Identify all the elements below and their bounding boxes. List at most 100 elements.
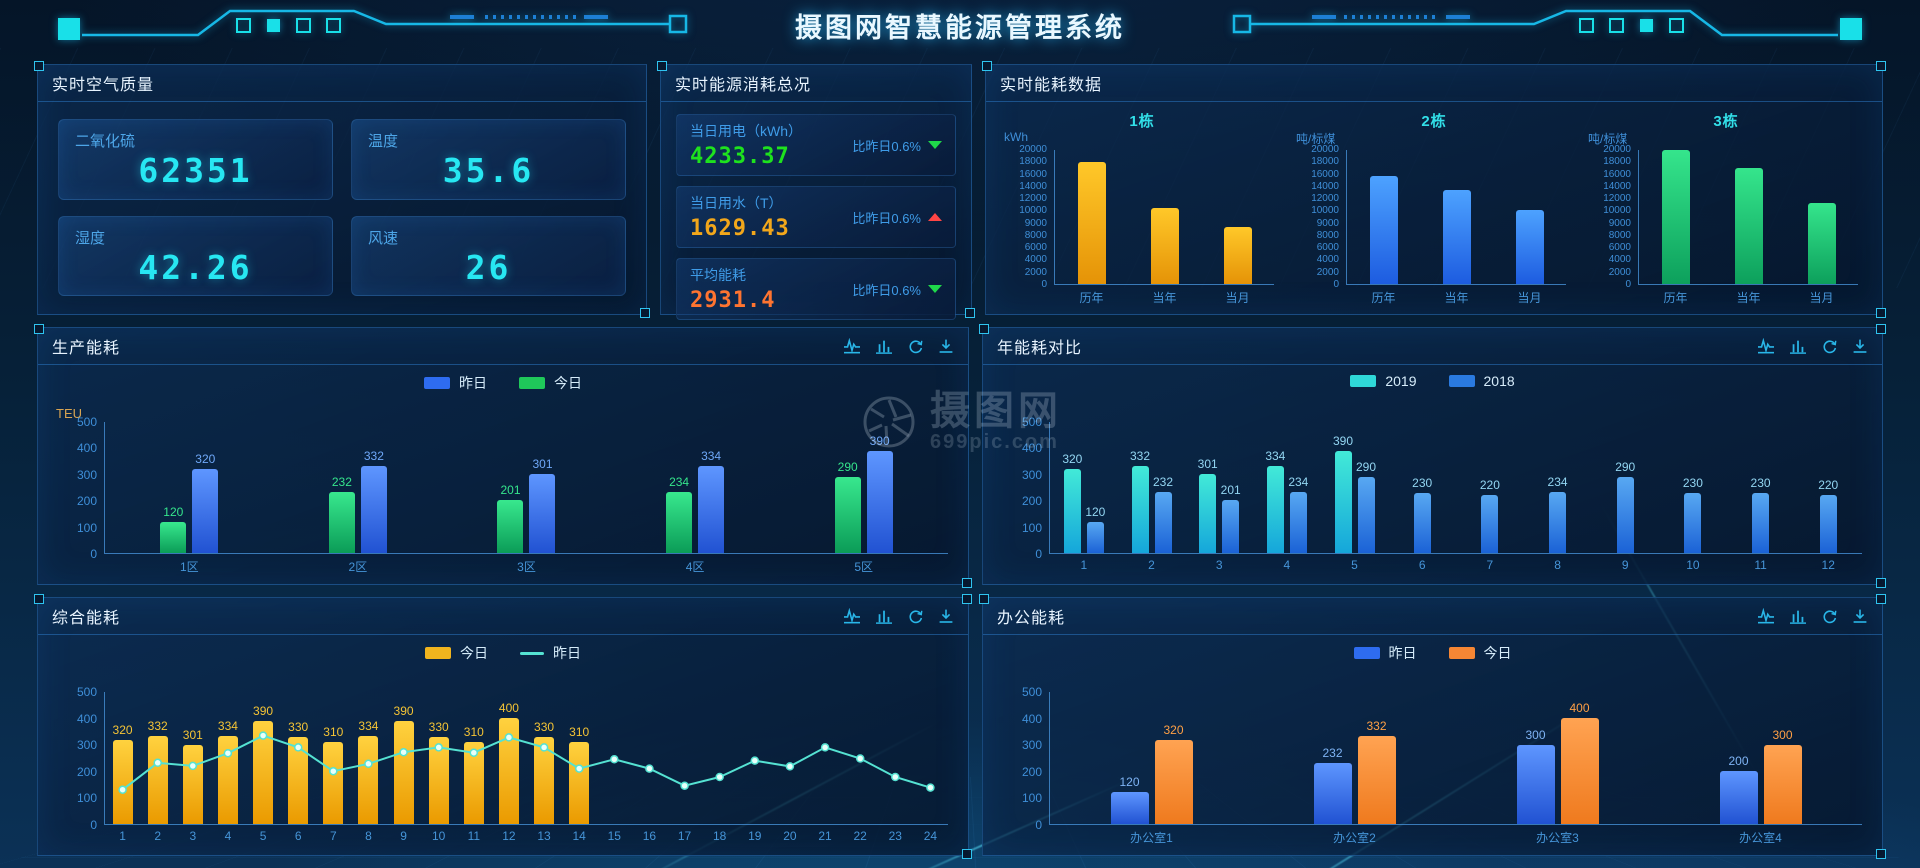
bar-chart-icon[interactable] (875, 338, 893, 354)
bar-wrap: 120 (1110, 775, 1149, 824)
y-tick-label: 400 (1021, 711, 1042, 726)
bar-group: 332 232 2 (1118, 422, 1186, 572)
corner-marker (1876, 578, 1886, 588)
line-chart-icon[interactable] (1757, 608, 1775, 624)
x-tick-label: 历年 (1663, 291, 1688, 305)
summary-item-left: 平均能耗 2931.4 (690, 265, 775, 313)
bar-wrap: 332 (1130, 449, 1150, 553)
refresh-icon[interactable] (1821, 608, 1838, 624)
bar (182, 744, 203, 824)
x-tick-label: 21 (818, 829, 832, 843)
x-tick-label: 20 (783, 829, 797, 843)
chart-toolbar (843, 338, 954, 354)
row-middle: 生产能耗 昨日 今日 TEU 500 400 300 200 100 0 120 320 1区 232 3… (34, 324, 1886, 588)
y-tick-label: 200 (76, 494, 97, 509)
x-tick-label: 19 (748, 829, 762, 843)
x-tick-label: 2 (1148, 558, 1155, 572)
download-icon[interactable] (1852, 608, 1868, 624)
legend-item[interactable]: 今日 (519, 373, 582, 393)
bar (1223, 226, 1252, 284)
x-tick-label: 10 (432, 829, 446, 843)
legend-item[interactable]: 今日 (425, 643, 488, 663)
x-tick-label: 16 (642, 829, 657, 843)
bar (569, 742, 590, 824)
refresh-icon[interactable] (907, 338, 924, 354)
y-tick-label: 16000 (1019, 168, 1047, 180)
bar-group: 230 10 (1659, 422, 1727, 572)
x-tick-label: 当月 (1225, 291, 1250, 305)
legend-item[interactable]: 今日 (1448, 643, 1512, 663)
corner-marker (34, 594, 44, 604)
legend-item[interactable]: 昨日 (424, 373, 487, 393)
y-tick-label: 100 (76, 791, 97, 806)
plot-area: 120 320 1区 232 332 2区 201 301 3区 234 334 4区 290 390 5区 (104, 422, 948, 574)
bar (463, 742, 484, 824)
bar-slot: 历年 (1055, 150, 1128, 305)
panel-header: 生产能耗 (38, 328, 968, 365)
x-tick-label: 24 (923, 829, 938, 843)
y-tick-label: 12000 (1019, 193, 1047, 205)
y-tick-label: 4000 (1024, 254, 1047, 266)
bar-value-label: 232 (1322, 745, 1343, 760)
bar-value-label: 301 (532, 457, 553, 472)
bar-chart-icon[interactable] (875, 608, 893, 624)
download-icon[interactable] (938, 608, 954, 624)
summary-value: 2931.4 (690, 288, 776, 313)
bar-group: 201 301 3区 (442, 422, 611, 574)
bar-value-label: 310 (463, 725, 484, 740)
bar-wrap: 230 (1751, 476, 1771, 553)
chart-building-2: 2栋 吨/标煤 20000 18000 16000 14000 12000 10000 9000… (1288, 103, 1580, 310)
corner-marker (34, 324, 44, 334)
x-tick-label: 4 (1283, 558, 1291, 572)
bar-wrap: 332 (148, 719, 168, 824)
legend-item[interactable]: 昨日 (1353, 643, 1417, 663)
y-tick-label: 6000 (1316, 242, 1339, 254)
bar-value-label: 290 (837, 460, 858, 475)
bar-chart-icon[interactable] (1789, 338, 1807, 354)
bar-wrap: 234 (666, 475, 693, 553)
bar (1819, 495, 1837, 553)
bar-wrap: 320 (192, 452, 219, 553)
legend-item[interactable]: 2019 (1350, 373, 1417, 389)
legend-swatch (1448, 647, 1475, 659)
bar-value-label: 301 (1197, 457, 1218, 472)
y-tick-label: 400 (1021, 441, 1042, 456)
bar (1154, 492, 1172, 553)
y-tick-label: 400 (76, 441, 97, 456)
bar-wrap: 332 (1357, 719, 1396, 824)
line-chart-icon[interactable] (1757, 338, 1775, 354)
x-tick-label: 23 (888, 829, 902, 843)
y-tick-label: 14000 (1019, 180, 1047, 192)
bar-value-label: 320 (112, 722, 133, 737)
metric-label: 二氧化硫 (75, 133, 136, 150)
download-icon[interactable] (938, 338, 954, 354)
legend-item[interactable]: 昨日 (520, 643, 581, 663)
bar-wrap: 201 (497, 483, 524, 553)
bar-slot: 19 (737, 692, 772, 843)
x-tick-label: 当年 (1736, 291, 1761, 305)
bar-slot: 390 9 (386, 692, 421, 843)
line-chart-icon[interactable] (843, 608, 861, 624)
bar-value-label: 390 (1333, 433, 1354, 448)
x-tick-label: 1区 (179, 560, 199, 574)
bar-chart-icon[interactable] (1789, 608, 1807, 624)
bar (358, 735, 379, 824)
y-tick-label: 12000 (1311, 193, 1339, 205)
bar-wrap: 334 (358, 719, 379, 824)
refresh-icon[interactable] (907, 608, 924, 624)
line-chart-icon[interactable] (843, 338, 861, 354)
bar-wrap: 300 (1516, 728, 1555, 824)
legend-item[interactable]: 2018 (1448, 373, 1515, 389)
bar-group: 234 8 (1524, 422, 1592, 572)
download-icon[interactable] (1852, 338, 1868, 354)
bar-value-label: 230 (1682, 475, 1703, 490)
bar-wrap: 301 (1198, 457, 1218, 553)
bar-group: 220 7 (1456, 422, 1524, 572)
bar-slot: 21 (808, 692, 843, 843)
y-tick-label: 2000 (1608, 266, 1631, 278)
refresh-icon[interactable] (1821, 338, 1838, 354)
bar-wrap: 201 (1221, 483, 1241, 553)
bar-value-label: 220 (1818, 478, 1839, 493)
bar-slot: 310 11 (456, 692, 491, 843)
panel-energy-summary: 实时能源消耗总况 当日用电（kWh） 4233.37 比昨日0.6% (657, 61, 975, 320)
